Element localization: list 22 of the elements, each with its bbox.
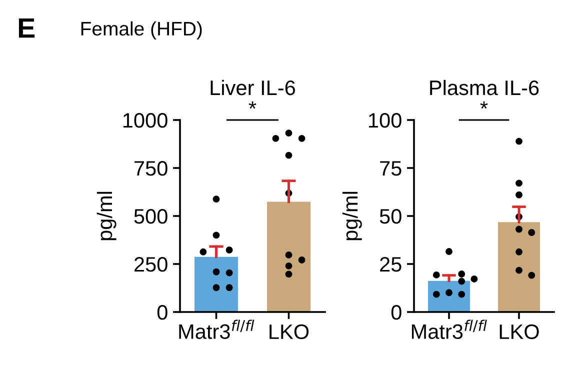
text: *	[480, 101, 488, 109]
x-tick-label: LKO	[500, 324, 539, 340]
y-tick-label: 25	[380, 257, 402, 272]
y-tick-label: 500	[134, 209, 168, 224]
y-tick-label: 250	[134, 257, 168, 272]
y-tick-label: 1000	[123, 113, 168, 128]
y-tick-label: 100	[369, 113, 402, 128]
x-tick-label: LKO	[270, 324, 309, 340]
y-tick-label: 75	[380, 161, 402, 176]
y-axis-title: pg/ml	[96, 192, 116, 240]
text: Female (HFD)	[81, 21, 202, 40]
y-tick-label: 0	[391, 305, 402, 320]
y-axis-title: pg/ml	[342, 192, 362, 240]
x-tick-label: Matr3$^{fl/fl}$	[412, 320, 487, 339]
y-tick-label: 750	[134, 161, 168, 176]
chart-title: Liver IL-6	[210, 80, 296, 96]
y-tick-label: 0	[157, 305, 168, 320]
text: *	[248, 101, 256, 109]
chart-title: Plasma IL-6	[430, 80, 539, 96]
x-tick-label: Matr3$^{fl/fl}$	[179, 320, 254, 339]
text: E	[18, 18, 35, 38]
y-tick-label: 50	[380, 209, 402, 224]
